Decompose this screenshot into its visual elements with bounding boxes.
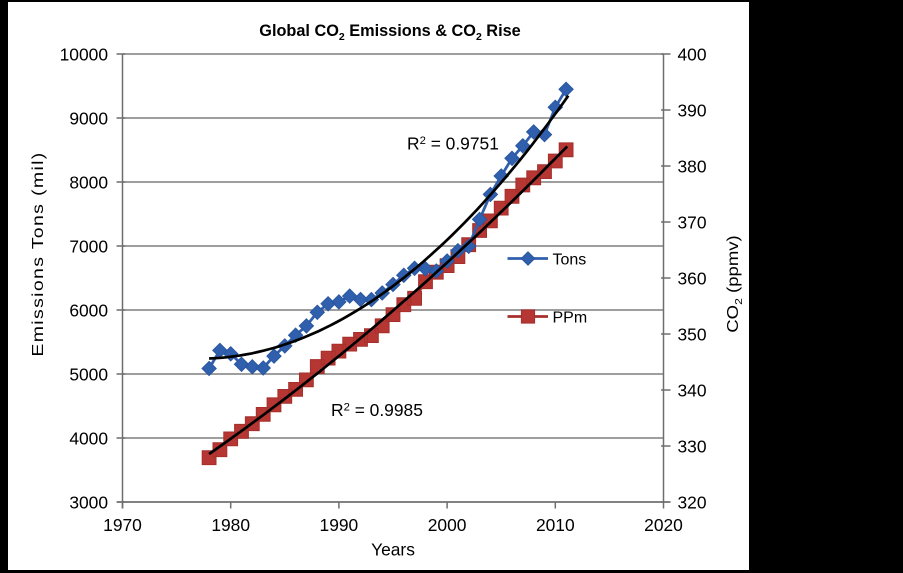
svg-text:R2 = 0.9751: R2 = 0.9751 bbox=[407, 134, 499, 154]
svg-text:2010: 2010 bbox=[536, 515, 575, 535]
svg-text:320: 320 bbox=[678, 492, 707, 512]
svg-text:R2 = 0.9985: R2 = 0.9985 bbox=[331, 400, 423, 420]
svg-text:7000: 7000 bbox=[69, 236, 108, 256]
svg-text:2020: 2020 bbox=[644, 515, 683, 535]
svg-text:Emissions Tons (mil): Emissions Tons (mil) bbox=[29, 151, 47, 356]
svg-text:PPm: PPm bbox=[553, 310, 588, 327]
svg-text:8000: 8000 bbox=[69, 172, 108, 192]
svg-text:9000: 9000 bbox=[69, 108, 108, 128]
svg-text:10000: 10000 bbox=[60, 44, 108, 64]
svg-text:Tons: Tons bbox=[553, 252, 587, 269]
svg-text:350: 350 bbox=[678, 324, 707, 344]
svg-text:Years: Years bbox=[371, 540, 415, 560]
svg-text:4000: 4000 bbox=[69, 428, 108, 448]
svg-text:CO2 (ppmv): CO2 (ppmv) bbox=[723, 235, 745, 332]
svg-text:370: 370 bbox=[678, 212, 707, 232]
svg-text:400: 400 bbox=[678, 44, 707, 64]
svg-text:5000: 5000 bbox=[69, 364, 108, 384]
svg-text:Global CO2 Emissions & CO2 Ris: Global CO2 Emissions & CO2 Rise bbox=[259, 22, 520, 43]
svg-text:1980: 1980 bbox=[211, 515, 250, 535]
svg-text:1970: 1970 bbox=[103, 515, 142, 535]
svg-text:390: 390 bbox=[678, 100, 707, 120]
svg-text:3000: 3000 bbox=[69, 492, 108, 512]
svg-text:340: 340 bbox=[678, 380, 707, 400]
svg-text:330: 330 bbox=[678, 436, 707, 456]
svg-text:1990: 1990 bbox=[320, 515, 359, 535]
svg-text:380: 380 bbox=[678, 156, 707, 176]
svg-text:2000: 2000 bbox=[428, 515, 467, 535]
svg-text:6000: 6000 bbox=[69, 300, 108, 320]
svg-text:360: 360 bbox=[678, 268, 707, 288]
